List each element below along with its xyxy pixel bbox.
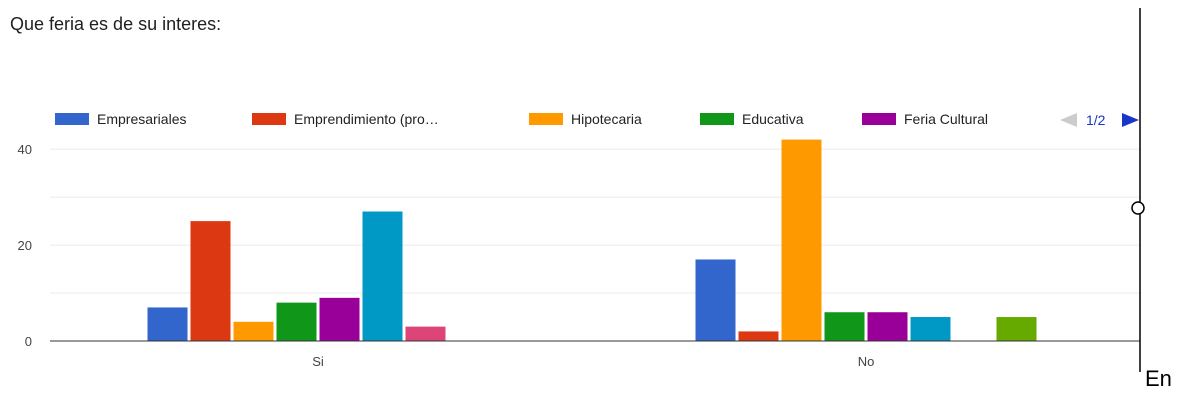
bar[interactable] <box>319 297 360 341</box>
bar[interactable] <box>276 302 317 341</box>
bar[interactable] <box>695 259 736 341</box>
bar[interactable] <box>190 221 231 341</box>
legend-label: Educativa <box>742 111 804 127</box>
legend-swatch <box>529 113 563 125</box>
legend-swatch <box>55 113 89 125</box>
axes: 0 20 40 Si No <box>18 8 1145 372</box>
x-tick-label: No <box>858 354 875 369</box>
legend-label: Emprendimiento (pro… <box>294 111 439 127</box>
trailing-text: En <box>1145 366 1172 391</box>
bar[interactable] <box>824 312 865 341</box>
legend-next-page-icon[interactable] <box>1122 113 1139 127</box>
bar[interactable] <box>738 331 779 341</box>
y-tick-label: 40 <box>18 142 32 157</box>
bar[interactable] <box>781 139 822 341</box>
bar[interactable] <box>362 211 403 341</box>
legend-swatch <box>700 113 734 125</box>
gridlines <box>50 148 1140 294</box>
legend-label: Empresariales <box>97 111 186 127</box>
legend-prev-page-icon[interactable] <box>1060 113 1077 127</box>
bar[interactable] <box>996 317 1037 341</box>
legend: Empresariales Emprendimiento (pro… Hipotec… <box>55 111 1139 128</box>
y-tick-label: 0 <box>25 334 32 349</box>
legend-swatch <box>252 113 286 125</box>
y-tick-label: 20 <box>18 238 32 253</box>
resize-handle-icon[interactable] <box>1131 201 1145 215</box>
legend-swatch <box>862 113 896 125</box>
bars <box>147 139 1037 341</box>
legend-page-label: 1/2 <box>1086 112 1106 128</box>
bar[interactable] <box>910 317 951 341</box>
legend-label: Feria Cultural <box>904 111 988 127</box>
bar[interactable] <box>867 312 908 341</box>
legend-label: Hipotecaria <box>571 111 642 127</box>
bar[interactable] <box>233 321 274 341</box>
chart-title: Que feria es de su interes: <box>10 14 222 34</box>
bar[interactable] <box>147 307 188 341</box>
bar[interactable] <box>405 326 446 341</box>
x-tick-label: Si <box>312 354 324 369</box>
